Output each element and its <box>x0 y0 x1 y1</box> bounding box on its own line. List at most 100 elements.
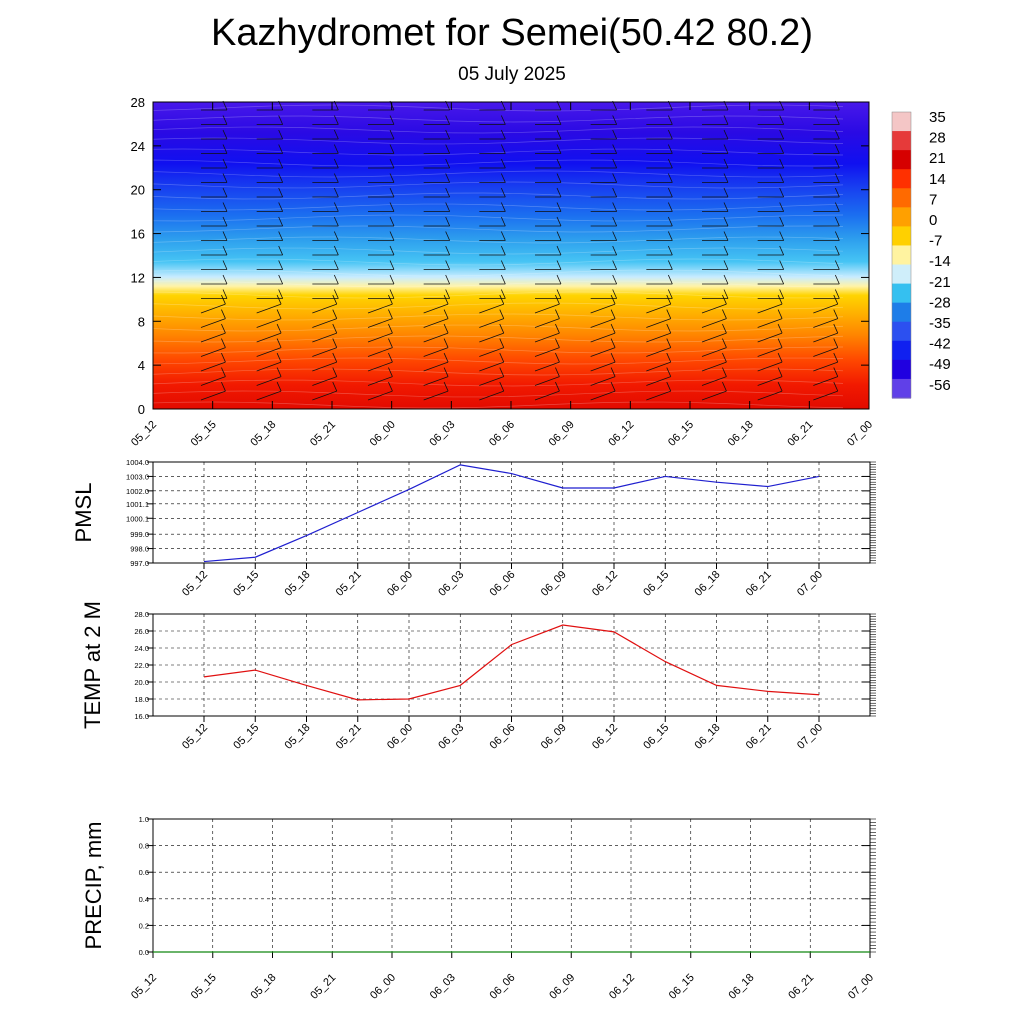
wind-barb-flag <box>610 381 616 392</box>
wind-barb-flag <box>556 289 562 299</box>
wind-barb-flag <box>333 260 339 270</box>
wind-barb-flag <box>612 173 618 183</box>
wind-barb-flag <box>833 381 839 392</box>
wind-barb-flag <box>723 216 729 227</box>
wind-barb-flag <box>499 367 505 377</box>
wind-barb-flag <box>278 144 284 154</box>
colorbar-swatch <box>892 226 911 247</box>
wind-barb-flag <box>612 115 618 125</box>
wind-barb <box>200 318 226 328</box>
x-tick-label: 05_12 <box>180 722 210 752</box>
wind-barb <box>813 347 838 357</box>
wind-barb-flag <box>222 274 228 285</box>
wind-barb-flag <box>667 187 673 198</box>
x-tick-label: 06_03 <box>428 972 458 1002</box>
colorbar-label: 35 <box>929 109 946 126</box>
wind-barb <box>757 376 783 386</box>
panel-frame <box>152 613 871 717</box>
wind-barb-flag <box>666 338 672 348</box>
colorbar-label: -42 <box>929 336 951 353</box>
wind-barb-flag <box>723 202 729 212</box>
y-axis-label: PMSL <box>71 483 96 543</box>
wind-barb-flag <box>555 381 560 392</box>
y-tick-label: 20.0 <box>134 678 149 687</box>
wind-barb-flag <box>779 129 785 140</box>
wind-barb-flag <box>278 216 284 227</box>
wind-barb-flag <box>555 309 560 319</box>
wind-barb-flag <box>612 216 618 227</box>
wind-barb <box>312 361 337 372</box>
x-tick-label: 06_18 <box>726 419 756 449</box>
x-tick-label: 06_18 <box>693 569 723 599</box>
contour-line <box>152 192 844 200</box>
colorbar-label: 28 <box>929 130 946 147</box>
wind-barb <box>757 332 783 343</box>
x-tick-label: 05_12 <box>180 569 210 599</box>
y-tick-label: 0.6 <box>139 868 149 877</box>
wind-barb-flag <box>222 202 228 212</box>
wind-barb <box>701 390 727 401</box>
wind-barb-flag <box>556 187 562 198</box>
y-tick-label: 24 <box>131 139 145 154</box>
wind-barb-flag <box>500 173 506 183</box>
wind-barb-flag <box>222 173 228 183</box>
wind-barb <box>256 361 282 372</box>
colorbar-label: 21 <box>929 150 946 167</box>
wind-barb-flag <box>722 338 727 348</box>
wind-barb <box>367 361 393 372</box>
wind-barb <box>701 318 727 328</box>
wind-barb-flag <box>779 202 785 212</box>
wind-barb <box>312 376 337 386</box>
colorbar-swatch <box>892 188 911 208</box>
wind-barb-flag <box>332 338 338 348</box>
wind-barb-flag <box>333 216 339 227</box>
wind-barb <box>534 303 560 314</box>
wind-barb-flag <box>278 173 284 183</box>
wind-barb-flag <box>556 216 562 227</box>
colorbar-frame <box>891 111 912 399</box>
wind-barb <box>479 347 504 357</box>
wind-barb <box>479 332 504 343</box>
wind-barb <box>200 376 226 386</box>
wind-barb <box>200 361 226 372</box>
x-tick-label: 05_21 <box>308 972 338 1002</box>
x-tick-label: 06_00 <box>385 569 415 599</box>
wind-barb <box>701 347 727 357</box>
wind-barb-flag <box>333 187 339 198</box>
wind-barb-flag <box>332 381 338 392</box>
wind-barb <box>590 332 616 343</box>
colorbar-swatch <box>892 131 911 151</box>
wind-barb <box>367 390 393 401</box>
y-tick-label: 1003.0 <box>126 472 149 481</box>
contour-line <box>152 126 844 134</box>
wind-barb <box>200 303 226 314</box>
wind-barb <box>367 303 393 314</box>
contour-line <box>152 390 844 398</box>
wind-barb-flag <box>389 274 395 285</box>
cross-section-plot: 0 4 8 12 16 20 24 28 05_12 05_15 05_18 05_21 06_00 06… <box>129 95 875 449</box>
chart-date: 05 July 2025 <box>458 64 566 85</box>
wind-barb <box>367 318 393 328</box>
wind-barb <box>256 303 282 314</box>
x-tick-label: 06_12 <box>590 722 620 752</box>
wind-barb-flag <box>500 115 506 125</box>
colorbar-label: 14 <box>929 171 946 188</box>
wind-barb-flag <box>332 294 338 305</box>
x-tick-label: 06_12 <box>606 419 636 449</box>
wind-barb-flag <box>723 115 729 125</box>
wind-barb-flag <box>779 231 785 241</box>
x-tick-label: 07_00 <box>845 419 875 449</box>
wind-barb <box>534 347 560 357</box>
wind-barb-flag <box>445 115 451 125</box>
wind-barb <box>200 332 226 343</box>
wind-barb-flag <box>332 309 338 319</box>
colorbar-swatch <box>892 359 911 380</box>
wind-barb-flag <box>499 309 505 319</box>
wind-barb-flag <box>666 381 672 392</box>
wind-barb-flag <box>667 129 673 140</box>
wind-barb-flag <box>779 115 785 125</box>
wind-barb-flag <box>445 202 451 212</box>
wind-barb-flag <box>779 274 785 285</box>
wind-barb-flag <box>833 352 839 363</box>
